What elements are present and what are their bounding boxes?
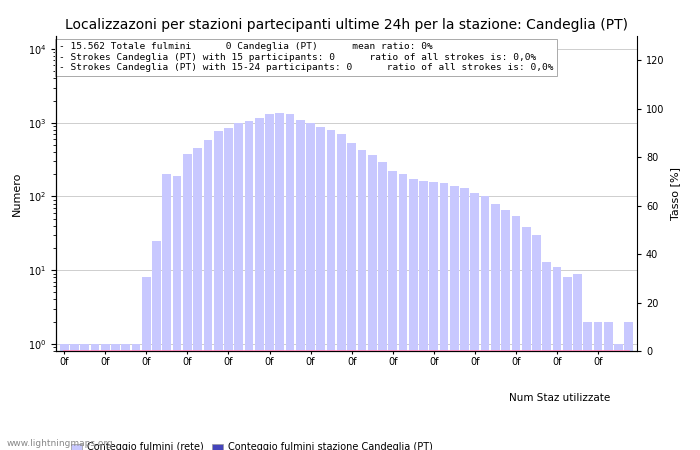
Bar bbox=[604, 322, 612, 450]
Text: www.lightningmaps.org: www.lightningmaps.org bbox=[7, 439, 113, 448]
Bar bbox=[573, 274, 582, 450]
Bar bbox=[389, 171, 397, 450]
Bar bbox=[347, 143, 356, 450]
Bar bbox=[121, 344, 130, 450]
Title: Localizzazoni per stazioni partecipanti ultime 24h per la stazione: Candeglia (P: Localizzazoni per stazioni partecipanti … bbox=[65, 18, 628, 32]
Bar bbox=[337, 134, 346, 450]
Bar bbox=[583, 322, 592, 450]
Bar bbox=[512, 216, 520, 450]
Bar bbox=[244, 121, 253, 450]
Bar bbox=[255, 118, 264, 450]
Bar bbox=[522, 227, 531, 450]
Bar bbox=[358, 150, 366, 450]
Bar bbox=[111, 344, 120, 450]
Bar bbox=[162, 174, 172, 450]
Bar bbox=[450, 186, 459, 450]
Bar bbox=[491, 203, 500, 450]
Bar bbox=[101, 344, 110, 450]
Bar bbox=[173, 176, 181, 450]
Bar bbox=[594, 322, 603, 450]
Bar bbox=[80, 344, 89, 450]
Bar bbox=[70, 344, 79, 450]
Bar bbox=[542, 262, 551, 450]
Bar bbox=[378, 162, 387, 450]
Bar bbox=[275, 113, 284, 450]
Bar bbox=[193, 148, 202, 450]
Bar bbox=[142, 277, 150, 450]
Bar bbox=[204, 140, 212, 450]
Bar bbox=[224, 128, 233, 450]
Y-axis label: Tasso [%]: Tasso [%] bbox=[670, 167, 680, 220]
Text: Num Staz utilizzate: Num Staz utilizzate bbox=[510, 393, 610, 403]
Bar bbox=[60, 344, 69, 450]
Bar bbox=[481, 196, 489, 450]
Bar bbox=[152, 241, 161, 450]
Bar bbox=[90, 344, 99, 450]
Bar bbox=[327, 130, 335, 450]
Bar bbox=[234, 123, 243, 450]
Bar bbox=[409, 180, 418, 450]
Bar bbox=[614, 344, 623, 450]
Bar bbox=[552, 267, 561, 450]
Bar bbox=[265, 114, 274, 450]
Bar bbox=[368, 154, 377, 450]
Bar bbox=[563, 277, 572, 450]
Bar bbox=[316, 127, 326, 450]
Bar bbox=[296, 120, 304, 450]
Bar bbox=[532, 235, 541, 450]
Bar bbox=[460, 188, 469, 450]
Bar bbox=[501, 210, 510, 450]
Bar bbox=[419, 181, 428, 450]
Bar bbox=[440, 184, 449, 450]
Bar bbox=[214, 130, 223, 450]
Bar bbox=[132, 344, 141, 450]
Bar bbox=[398, 174, 407, 450]
Bar bbox=[624, 322, 634, 450]
Bar bbox=[306, 123, 315, 450]
Bar bbox=[183, 154, 192, 450]
Bar bbox=[429, 182, 438, 450]
Bar bbox=[286, 114, 295, 450]
Text: - 15.562 Totale fulmini      0 Candeglia (PT)      mean ratio: 0%
- Strokes Cand: - 15.562 Totale fulmini 0 Candeglia (PT)… bbox=[59, 42, 554, 72]
Y-axis label: Numero: Numero bbox=[12, 171, 22, 216]
Bar bbox=[470, 194, 480, 450]
